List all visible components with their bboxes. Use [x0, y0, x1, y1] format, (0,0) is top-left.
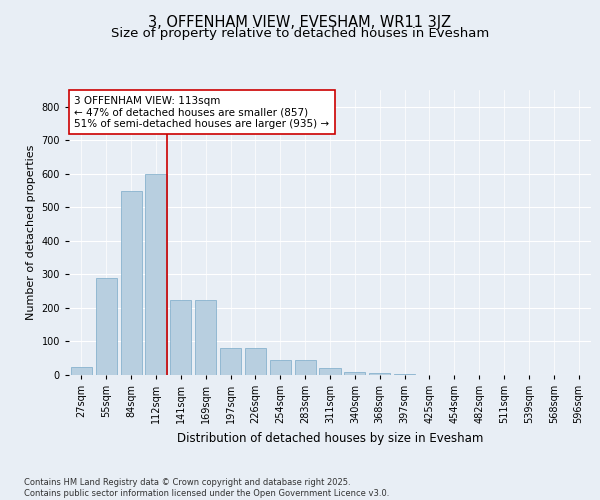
Bar [295, 360, 316, 375]
Bar [71, 366, 92, 375]
Bar [319, 368, 341, 375]
Y-axis label: Number of detached properties: Number of detached properties [26, 145, 36, 320]
Text: Contains HM Land Registry data © Crown copyright and database right 2025.
Contai: Contains HM Land Registry data © Crown c… [24, 478, 389, 498]
Bar [369, 372, 390, 375]
Bar [270, 360, 291, 375]
Bar [195, 300, 216, 375]
Bar [121, 190, 142, 375]
Bar [245, 348, 266, 375]
Text: Size of property relative to detached houses in Evesham: Size of property relative to detached ho… [111, 28, 489, 40]
Bar [96, 278, 117, 375]
Bar [170, 300, 191, 375]
Text: 3, OFFENHAM VIEW, EVESHAM, WR11 3JZ: 3, OFFENHAM VIEW, EVESHAM, WR11 3JZ [148, 15, 452, 30]
Bar [344, 372, 365, 375]
Bar [220, 348, 241, 375]
Bar [145, 174, 167, 375]
Text: 3 OFFENHAM VIEW: 113sqm
← 47% of detached houses are smaller (857)
51% of semi-d: 3 OFFENHAM VIEW: 113sqm ← 47% of detache… [74, 96, 329, 129]
X-axis label: Distribution of detached houses by size in Evesham: Distribution of detached houses by size … [177, 432, 483, 444]
Bar [394, 374, 415, 375]
